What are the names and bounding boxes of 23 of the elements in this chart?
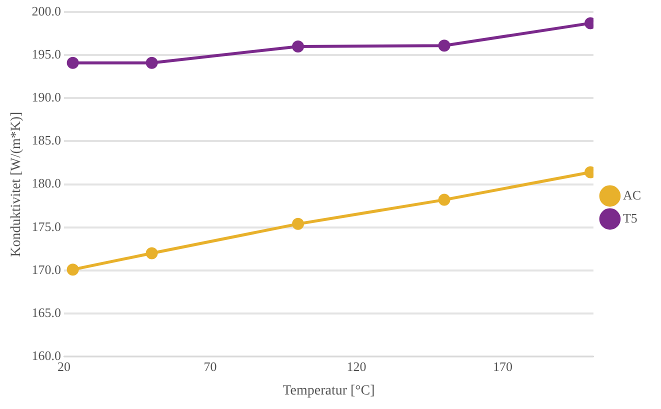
x-tick-label: 170	[493, 358, 513, 374]
point	[146, 56, 158, 69]
y-tick-label: 195.0	[32, 46, 62, 62]
x-axis-title: Temperatur [°C]	[282, 383, 375, 398]
y-tick-label: 175.0	[32, 218, 62, 234]
y-tick-label: 170.0	[32, 262, 62, 277]
point	[66, 56, 79, 69]
x-tick-label: 70	[204, 358, 217, 374]
point	[146, 247, 158, 260]
y-tick-label: 180.0	[32, 176, 62, 191]
y-tick-label: 190.0	[32, 90, 62, 105]
point	[66, 264, 79, 276]
point	[438, 40, 450, 52]
x-tick-label: 120	[346, 358, 366, 374]
point	[292, 218, 304, 230]
y-tick-label: 165.0	[32, 304, 62, 320]
point	[292, 40, 304, 52]
legend-label: T5	[622, 210, 638, 226]
y-axis-title: Konduktivitet [W/(m*K)]	[9, 112, 24, 257]
y-tick-label: 200.0	[32, 3, 62, 18]
y-tick-label: 185.0	[32, 132, 62, 148]
point	[438, 194, 450, 206]
legend-label: AC	[622, 187, 642, 202]
